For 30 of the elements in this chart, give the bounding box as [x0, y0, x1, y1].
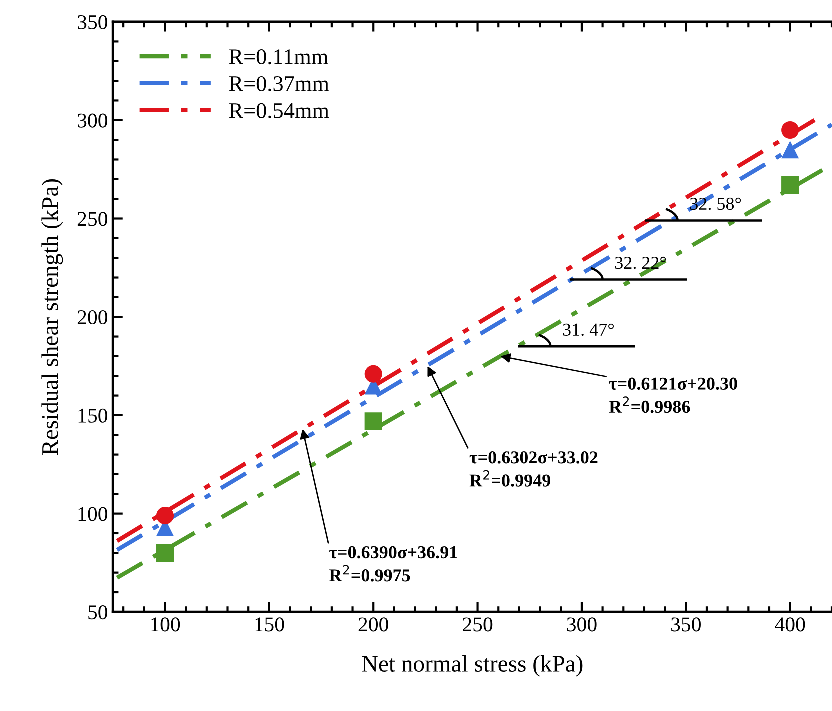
point	[782, 121, 800, 140]
y-tick-label: 250	[78, 212, 108, 226]
y-tick-label: 100	[78, 507, 108, 522]
point	[156, 507, 174, 525]
legend-label: R=0.37mm	[229, 76, 330, 92]
legend-label: R=0.11mm	[229, 49, 328, 65]
x-tick-label: 300	[567, 618, 597, 632]
y-tick-label: 300	[78, 114, 108, 128]
legend-label: R=0.54mm	[229, 103, 330, 118]
annotation: 31. 47°	[563, 324, 614, 336]
y-axis-title: Residual shear strength (kPa)	[42, 179, 64, 456]
point	[364, 412, 382, 430]
annotation: τ=0.6302σ+33.02 R$^{2}$=0.9949	[470, 452, 598, 487]
x-tick-label: 400	[775, 618, 806, 632]
annotation: τ=0.6121σ+20.30 R$^{2}$=0.9986	[609, 378, 738, 414]
y-tick-label: 350	[78, 15, 108, 30]
x-tick-label: 150	[256, 618, 284, 632]
x-axis-title: Net normal stress (kPa)	[362, 655, 583, 677]
x-tick-label: 250	[463, 618, 493, 632]
y-tick-label: 50	[88, 606, 108, 620]
x-tick-label: 100	[151, 618, 180, 632]
point	[156, 544, 174, 562]
x-tick-label: 350	[672, 618, 701, 632]
point	[782, 176, 800, 194]
x-tick-label: 200	[358, 618, 388, 632]
y-tick-label: 200	[78, 310, 108, 325]
annotation: τ=0.6390σ+36.91 R$^{2}$=0.9975	[329, 546, 458, 582]
y-tick-label: 150	[78, 408, 108, 423]
point	[364, 365, 382, 383]
point	[782, 141, 800, 159]
